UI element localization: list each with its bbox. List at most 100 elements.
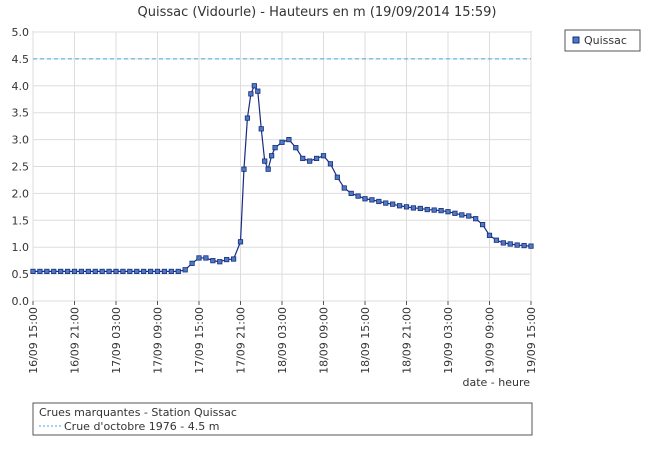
data-point <box>514 242 520 248</box>
threshold-legend <box>32 402 533 436</box>
data-point <box>410 205 417 211</box>
data-point <box>521 242 527 249</box>
y-tick-label: 0.5 <box>12 268 30 281</box>
x-tick-label: 18/09 09:00 <box>318 307 331 374</box>
data-point <box>431 207 437 213</box>
y-tick-label: 3.5 <box>12 107 30 120</box>
data-point <box>362 196 368 202</box>
data-point <box>327 161 334 167</box>
data-point <box>493 237 500 243</box>
data-point <box>244 115 251 121</box>
data-point <box>51 268 57 275</box>
data-point <box>120 268 126 275</box>
data-point <box>154 268 161 275</box>
data-point <box>279 139 285 145</box>
data-point <box>210 258 216 264</box>
data-point <box>141 268 147 275</box>
data-point <box>445 209 451 215</box>
data-point <box>424 206 430 213</box>
threshold-legend-title: Crues marquantes - Station Quissac <box>39 406 237 419</box>
data-point <box>466 213 472 219</box>
y-tick-label: 3.0 <box>12 134 30 147</box>
data-point <box>255 88 261 94</box>
x-axis-label: date - heure <box>462 376 530 389</box>
data-point <box>355 193 361 199</box>
data-point <box>507 241 513 247</box>
x-tick-label: 18/09 03:00 <box>276 307 289 374</box>
data-point <box>313 155 320 162</box>
data-point <box>417 205 423 212</box>
y-tick-label: 4.0 <box>12 80 30 93</box>
data-point <box>113 268 119 275</box>
x-tick-label: 19/09 03:00 <box>442 307 455 374</box>
data-point <box>203 255 209 261</box>
data-point <box>479 222 486 228</box>
data-point <box>248 91 254 97</box>
data-point <box>383 200 389 206</box>
y-tick-label: 5.0 <box>12 26 30 39</box>
y-tick-label: 4.5 <box>12 53 30 66</box>
data-point <box>78 268 85 275</box>
data-point <box>258 126 264 132</box>
data-point <box>369 197 375 203</box>
data-point <box>320 153 327 159</box>
data-point <box>92 268 98 275</box>
data-point <box>334 174 340 180</box>
data-point <box>217 259 223 265</box>
data-point <box>376 198 382 205</box>
data-point <box>348 190 354 196</box>
y-tick-label: 2.5 <box>12 161 30 174</box>
y-tick-label: 2.0 <box>12 187 30 200</box>
x-tick-label: 18/09 21:00 <box>401 307 414 374</box>
data-point <box>37 268 43 275</box>
x-tick-label: 16/09 15:00 <box>27 307 40 374</box>
data-point <box>189 260 195 266</box>
data-point <box>300 155 306 162</box>
data-point <box>58 268 64 275</box>
data-point <box>251 83 257 89</box>
x-tick-label: 19/09 09:00 <box>484 307 497 374</box>
data-point <box>528 243 534 249</box>
data-point <box>500 240 506 246</box>
data-point <box>106 268 112 275</box>
x-tick-label: 18/09 15:00 <box>359 307 372 374</box>
threshold-legend-label: Crue d'octobre 1976 - 4.5 m <box>64 420 219 433</box>
data-point <box>262 158 268 164</box>
data-point <box>307 158 313 164</box>
x-tick-label: 17/09 09:00 <box>152 307 165 374</box>
data-point <box>44 268 50 275</box>
data-point <box>265 166 271 172</box>
data-point <box>293 145 299 151</box>
x-tick-label: 17/09 03:00 <box>110 307 123 374</box>
data-point <box>99 268 105 275</box>
data-point <box>438 208 444 214</box>
data-point <box>403 204 410 210</box>
chart-title: Quissac (Vidourle) - Hauteurs en m (19/0… <box>138 5 497 20</box>
data-point <box>30 268 36 275</box>
data-point <box>196 255 202 261</box>
x-tick-label: 17/09 15:00 <box>193 307 206 374</box>
data-point <box>71 268 78 275</box>
data-point <box>182 267 188 273</box>
data-point <box>64 268 71 275</box>
data-point <box>85 268 91 275</box>
legend-label: Quissac <box>584 34 627 47</box>
x-tick-label: 17/09 21:00 <box>235 307 248 374</box>
data-point <box>224 256 230 263</box>
x-tick-label: 16/09 21:00 <box>69 307 82 374</box>
data-point <box>175 268 181 275</box>
y-tick-label: 0.0 <box>12 295 30 308</box>
x-tick-label: 19/09 15:00 <box>525 307 538 374</box>
data-point <box>341 185 347 191</box>
data-point <box>459 212 465 218</box>
data-point <box>168 268 174 275</box>
data-point <box>390 201 396 207</box>
legend-marker <box>572 36 580 44</box>
data-point <box>161 268 168 275</box>
data-point <box>237 239 244 245</box>
data-point <box>452 210 458 216</box>
data-point <box>147 268 154 275</box>
y-tick-label: 1.0 <box>12 241 30 254</box>
legend <box>564 29 641 52</box>
